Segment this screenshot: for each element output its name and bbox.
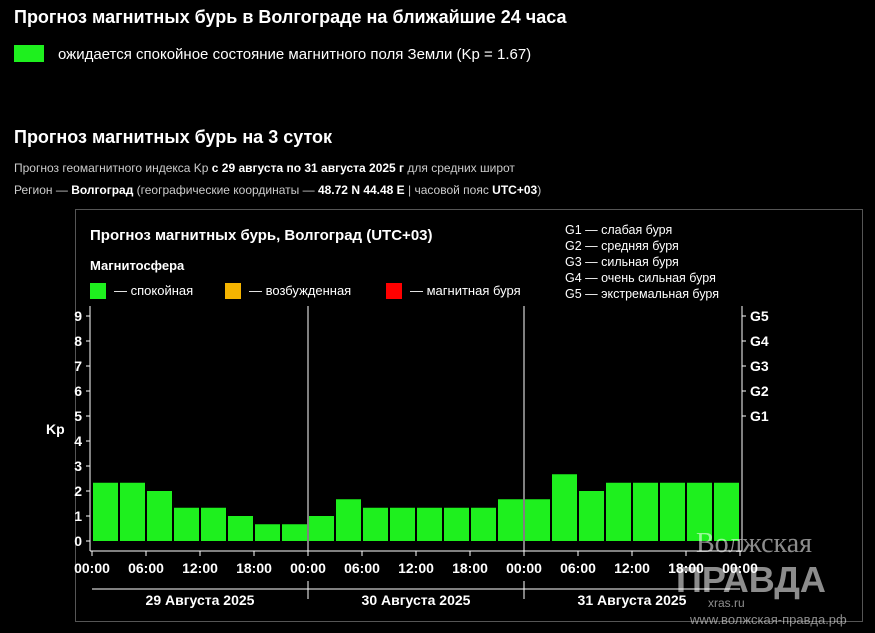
chart-title: Прогноз магнитных бурь, Волгоград (UTC+0… bbox=[90, 227, 433, 244]
section-title: Прогноз магнитных бурь на 3 суток bbox=[14, 127, 333, 147]
bar bbox=[471, 507, 496, 541]
x-tick-label: 06:00 bbox=[560, 560, 596, 576]
info-text: для средних широт bbox=[404, 161, 515, 175]
bar bbox=[714, 482, 739, 541]
x-tick-label: 00:00 bbox=[290, 560, 326, 576]
y-tick-label: 0 bbox=[74, 533, 82, 549]
y2-tick-label: G3 bbox=[750, 358, 769, 374]
info-bold: с 29 августа по 31 августа 2025 г bbox=[212, 161, 404, 175]
bar bbox=[579, 491, 604, 541]
bar bbox=[444, 507, 469, 541]
scale-legend-item: G2 — средняя буря bbox=[565, 239, 679, 253]
chart-frame bbox=[75, 209, 863, 622]
bar bbox=[336, 499, 361, 541]
watermark: Волжская ПРАВДА xras.ru www.волжская-пра… bbox=[676, 528, 847, 627]
status-swatch bbox=[14, 45, 44, 62]
legend-label: — возбужденная bbox=[249, 283, 351, 298]
bar bbox=[390, 507, 415, 541]
legend-swatch bbox=[225, 283, 241, 299]
day-label: 30 Августа 2025 bbox=[362, 592, 471, 608]
y-tick-label: 7 bbox=[74, 358, 82, 374]
x-tick-label: 00:00 bbox=[506, 560, 542, 576]
bar bbox=[525, 499, 550, 541]
x-tick-label: 06:00 bbox=[344, 560, 380, 576]
bar bbox=[606, 482, 631, 541]
y2-tick-label: G4 bbox=[750, 333, 769, 349]
status-text: ожидается спокойное состояние магнитного… bbox=[58, 46, 531, 63]
x-tick-label: 18:00 bbox=[452, 560, 488, 576]
y2-tick-label: G2 bbox=[750, 383, 769, 399]
watermark-text: ПРАВДА bbox=[676, 559, 826, 600]
bar bbox=[174, 507, 199, 541]
info-text: (географические координаты — bbox=[133, 183, 318, 197]
x-tick-label: 18:00 bbox=[668, 560, 704, 576]
bar bbox=[498, 499, 523, 541]
bar bbox=[255, 524, 280, 541]
legend-title: Магнитосфера bbox=[90, 258, 185, 273]
bar bbox=[120, 482, 145, 541]
x-tick-label: 00:00 bbox=[74, 560, 110, 576]
bar bbox=[309, 516, 334, 541]
y-tick-label: 6 bbox=[74, 383, 82, 399]
scale-legend-item: G3 — сильная буря bbox=[565, 255, 679, 269]
y-tick-label: 5 bbox=[74, 408, 82, 424]
info-bold: Волгоград bbox=[71, 183, 133, 197]
y2-tick-label: G5 bbox=[750, 308, 769, 324]
scale-legend-item: G5 — экстремальная буря bbox=[565, 287, 719, 301]
scale-legend-item: G4 — очень сильная буря bbox=[565, 271, 716, 285]
bar bbox=[633, 482, 658, 541]
legend-label: — спокойная bbox=[114, 283, 193, 298]
bar bbox=[201, 507, 226, 541]
info-line: Прогноз геомагнитного индекса Kp с 29 ав… bbox=[14, 161, 515, 175]
watermark-text: xras.ru bbox=[708, 596, 745, 610]
info-text: Регион — bbox=[14, 183, 71, 197]
bar bbox=[687, 482, 712, 541]
y-tick-label: 2 bbox=[74, 483, 82, 499]
bar bbox=[552, 474, 577, 541]
y2-tick-label: G1 bbox=[750, 408, 769, 424]
bar bbox=[660, 482, 685, 541]
y-tick-label: 3 bbox=[74, 458, 82, 474]
legend-swatch bbox=[386, 283, 402, 299]
bar bbox=[147, 491, 172, 541]
legend-label: — магнитная буря bbox=[410, 283, 521, 298]
bar bbox=[93, 482, 118, 541]
x-tick-label: 12:00 bbox=[398, 560, 434, 576]
bar bbox=[417, 507, 442, 541]
x-tick-label: 18:00 bbox=[236, 560, 272, 576]
watermark-text: Волжская bbox=[696, 528, 812, 559]
info-line: Регион — Волгоград (географические коорд… bbox=[14, 183, 541, 197]
x-tick-label: 06:00 bbox=[128, 560, 164, 576]
x-tick-label: 12:00 bbox=[614, 560, 650, 576]
y-tick-label: 4 bbox=[74, 433, 82, 449]
x-tick-label: 00:00 bbox=[722, 560, 758, 576]
y-tick-label: 1 bbox=[74, 508, 82, 524]
info-bold: UTC+03 bbox=[492, 183, 537, 197]
y-tick-label: 9 bbox=[74, 308, 82, 324]
legend-swatch bbox=[90, 283, 106, 299]
info-text: Прогноз геомагнитного индекса Kp bbox=[14, 161, 212, 175]
page-title: Прогноз магнитных бурь в Волгограде на б… bbox=[14, 7, 567, 27]
bar bbox=[282, 524, 307, 541]
bar bbox=[228, 516, 253, 541]
info-text: ) bbox=[537, 183, 541, 197]
x-tick-label: 12:00 bbox=[182, 560, 218, 576]
scale-legend-item: G1 — слабая буря bbox=[565, 223, 672, 237]
info-text: | часовой пояс bbox=[405, 183, 492, 197]
watermark-text: www.волжская-правда.рф bbox=[689, 612, 847, 627]
day-label: 31 Августа 2025 bbox=[578, 592, 687, 608]
y-tick-label: 8 bbox=[74, 333, 82, 349]
bar bbox=[363, 507, 388, 541]
info-bold: 48.72 N 44.48 E bbox=[318, 183, 405, 197]
day-label: 29 Августа 2025 bbox=[146, 592, 255, 608]
y-axis-label: Kp bbox=[46, 421, 65, 437]
